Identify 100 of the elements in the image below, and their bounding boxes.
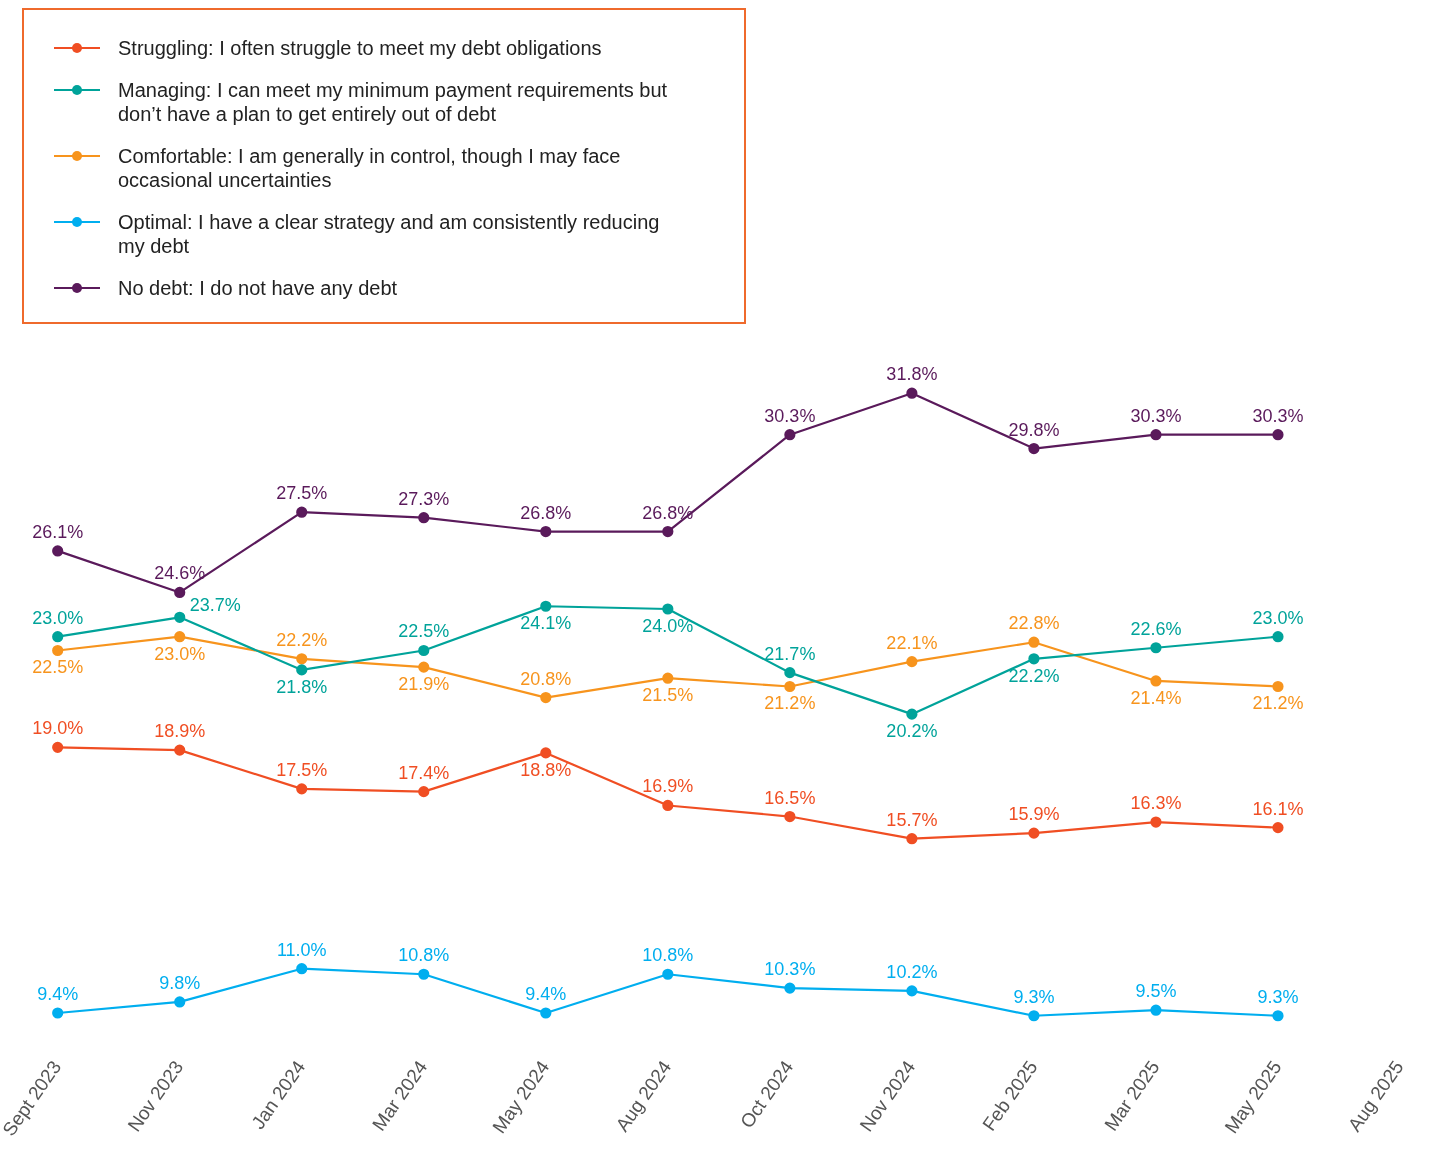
legend-label: Managing: I can meet my minimum payment requirements but don’t have a plan to get entirely out of debt bbox=[118, 78, 669, 126]
point bbox=[418, 968, 430, 980]
data-label: 18.9% bbox=[154, 721, 206, 742]
data-label: 15.9% bbox=[1008, 804, 1060, 825]
point bbox=[52, 631, 64, 643]
point bbox=[418, 512, 430, 524]
point bbox=[784, 429, 796, 441]
data-label: 22.5% bbox=[398, 621, 450, 642]
data-label: 21.7% bbox=[764, 643, 816, 664]
point bbox=[906, 655, 918, 668]
point bbox=[1272, 631, 1284, 643]
data-label: 22.8% bbox=[1008, 613, 1060, 634]
legend-label: Optimal: I have a clear strategy and am consistently reducing my debt bbox=[118, 210, 661, 258]
data-label: 16.3% bbox=[1130, 793, 1182, 814]
point bbox=[784, 982, 796, 994]
data-label: 15.7% bbox=[886, 809, 938, 830]
data-label: 31.8% bbox=[886, 364, 938, 385]
data-label: 29.8% bbox=[1008, 419, 1060, 440]
data-label: 23.7% bbox=[189, 595, 241, 616]
data-label: 17.5% bbox=[276, 759, 328, 780]
point bbox=[540, 691, 552, 704]
data-label: 21.2% bbox=[1252, 693, 1304, 714]
point bbox=[662, 968, 674, 980]
point bbox=[296, 664, 308, 676]
data-label: 20.8% bbox=[520, 668, 572, 689]
data-label: 16.9% bbox=[642, 776, 694, 797]
data-label: 27.3% bbox=[398, 488, 450, 509]
data-label: 17.4% bbox=[398, 762, 450, 783]
point bbox=[906, 833, 918, 845]
data-label: 23.0% bbox=[32, 607, 84, 628]
point bbox=[662, 672, 674, 684]
data-label: 9.4% bbox=[37, 983, 79, 1004]
point bbox=[1272, 1010, 1284, 1022]
point bbox=[1150, 642, 1162, 654]
data-label: 30.3% bbox=[1130, 405, 1182, 426]
data-label: 10.3% bbox=[764, 959, 816, 980]
legend-label: Struggling: I often struggle to meet my debt obligations bbox=[118, 36, 602, 60]
point bbox=[296, 963, 308, 975]
data-label: 10.8% bbox=[398, 945, 450, 966]
point bbox=[52, 741, 64, 753]
point bbox=[1028, 827, 1040, 839]
point bbox=[1272, 680, 1284, 693]
data-label: 26.1% bbox=[32, 521, 84, 542]
data-label: 21.4% bbox=[1130, 687, 1182, 708]
data-label: 20.2% bbox=[886, 721, 938, 742]
point bbox=[52, 1007, 64, 1019]
point bbox=[296, 506, 308, 518]
point bbox=[52, 545, 64, 557]
point bbox=[1150, 1004, 1162, 1016]
data-label: 21.5% bbox=[642, 685, 694, 706]
data-label: 9.8% bbox=[159, 972, 201, 993]
point bbox=[1028, 636, 1040, 648]
point bbox=[174, 586, 186, 599]
point bbox=[1028, 442, 1040, 455]
data-label: 21.2% bbox=[764, 693, 816, 714]
data-label: 11.0% bbox=[276, 939, 327, 960]
data-label: 9.3% bbox=[1257, 986, 1299, 1007]
data-label: 24.6% bbox=[154, 563, 206, 584]
point bbox=[1150, 816, 1162, 828]
point bbox=[784, 680, 796, 693]
point bbox=[296, 653, 308, 665]
point bbox=[52, 644, 64, 657]
data-label: 9.5% bbox=[1135, 981, 1177, 1002]
data-label: 9.4% bbox=[525, 983, 567, 1004]
data-label: 22.5% bbox=[32, 657, 84, 678]
point bbox=[540, 1007, 552, 1019]
data-label: 21.9% bbox=[398, 674, 450, 695]
point bbox=[540, 747, 552, 759]
point bbox=[662, 603, 674, 615]
point bbox=[418, 786, 430, 798]
data-label: 9.3% bbox=[1013, 986, 1055, 1007]
point bbox=[418, 644, 430, 657]
point bbox=[662, 799, 674, 812]
point bbox=[906, 708, 918, 720]
point bbox=[1028, 653, 1040, 665]
data-label: 16.1% bbox=[1252, 798, 1304, 819]
point bbox=[784, 667, 796, 679]
data-label: 22.2% bbox=[276, 629, 328, 650]
data-label: 24.0% bbox=[642, 615, 694, 636]
point bbox=[174, 611, 186, 623]
data-label: 21.8% bbox=[276, 676, 328, 697]
point bbox=[1272, 429, 1284, 441]
data-label: 10.2% bbox=[886, 961, 938, 982]
point bbox=[1272, 822, 1284, 834]
data-label: 23.0% bbox=[1252, 607, 1304, 628]
point bbox=[174, 996, 186, 1008]
legend-label: Comfortable: I am generally in control, though I may face occasional uncertainties bbox=[118, 144, 622, 192]
data-label: 10.8% bbox=[642, 945, 694, 966]
point bbox=[906, 387, 918, 399]
point bbox=[1150, 675, 1162, 687]
data-label: 27.5% bbox=[276, 483, 328, 504]
legend-label: No debt: I do not have any debt bbox=[118, 276, 398, 300]
data-label: 22.2% bbox=[1008, 665, 1060, 686]
data-label: 30.3% bbox=[764, 405, 816, 426]
data-label: 26.8% bbox=[642, 502, 694, 523]
data-label: 26.8% bbox=[520, 502, 572, 523]
point bbox=[1150, 429, 1162, 441]
point bbox=[906, 985, 918, 997]
data-label: 24.1% bbox=[520, 613, 572, 634]
point bbox=[418, 661, 430, 673]
